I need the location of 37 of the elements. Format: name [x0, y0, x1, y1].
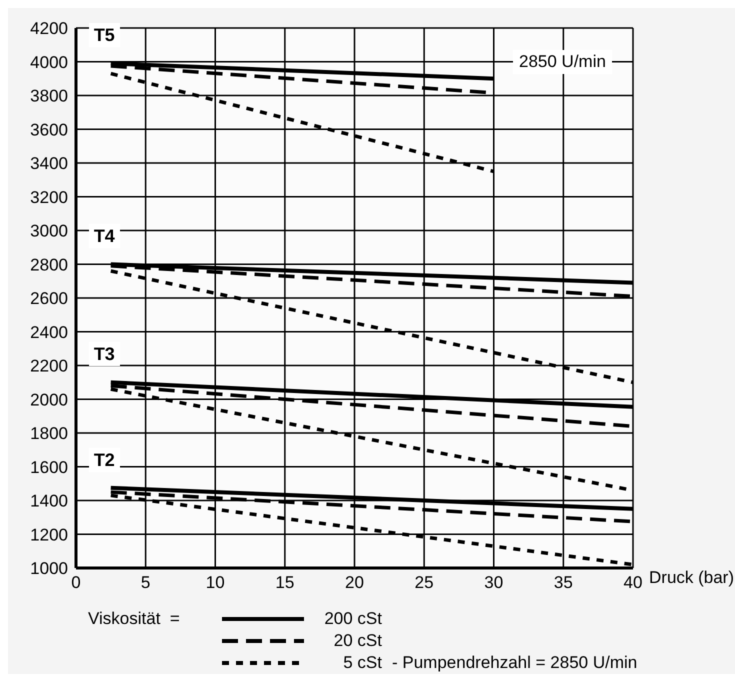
annotation: T2	[88, 448, 120, 472]
annotation: T5	[88, 23, 120, 48]
y-tick-label: 3800	[30, 86, 68, 106]
y-tick-label: 1000	[30, 559, 68, 578]
legend-title: Viskosität =	[88, 608, 181, 630]
legend-label: 5 cSt	[342, 652, 382, 674]
x-tick-label: 25	[414, 573, 434, 592]
annotation: T4	[88, 224, 120, 248]
y-tick-label: 2400	[30, 322, 68, 342]
y-tick-label: 1200	[30, 525, 68, 544]
y-tick-label: 2200	[30, 356, 68, 376]
y-tick-label: 3000	[30, 222, 68, 241]
annotation: T3	[88, 342, 120, 366]
y-tick-label: 4200	[30, 19, 68, 38]
legend-label: 20 cSt	[332, 630, 382, 652]
x-tick-label: 40	[624, 573, 642, 592]
annotation: 2850 U/min	[513, 50, 612, 74]
y-tick-label: 1400	[30, 492, 68, 511]
x-tick-label: 5	[140, 573, 150, 592]
y-tick-label: 1800	[30, 424, 68, 444]
y-tick-label: 4000	[30, 52, 68, 72]
text: - Pumpendrehzahl = 2850 U/min	[392, 652, 638, 674]
y-tick-label: 3200	[30, 188, 68, 207]
x-tick-label: 35	[554, 573, 573, 592]
y-tick-label: 2800	[30, 255, 68, 274]
x-tick-label: 10	[206, 573, 225, 592]
y-tick-label: 3400	[30, 154, 68, 174]
x-tick-label: 15	[275, 573, 294, 592]
y-tick-label: 2000	[30, 390, 68, 410]
legend-label: 200 cSt	[323, 608, 382, 630]
y-tick-label: 2600	[30, 289, 68, 308]
x-tick-label: 0	[71, 573, 81, 592]
y-tick-label: 1600	[30, 458, 68, 477]
x-axis-title: Druck (bar)	[649, 568, 734, 588]
x-tick-label: 30	[484, 573, 504, 592]
y-tick-label: 3600	[30, 120, 68, 140]
x-tick-label: 20	[345, 573, 364, 592]
